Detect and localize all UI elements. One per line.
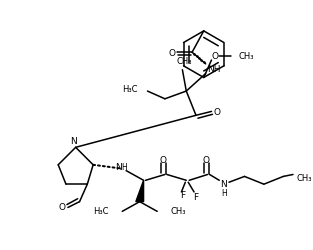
Text: O: O	[214, 108, 221, 117]
Text: CH₃: CH₃	[171, 207, 186, 216]
Text: NH: NH	[207, 65, 220, 74]
Text: O: O	[202, 156, 209, 166]
Text: O: O	[59, 203, 66, 212]
Text: N: N	[220, 180, 227, 189]
Text: CH₃: CH₃	[239, 52, 254, 60]
Text: O: O	[160, 156, 167, 166]
Text: F: F	[193, 193, 198, 202]
Text: H: H	[121, 163, 127, 172]
Text: F: F	[180, 191, 185, 200]
Text: CH₃: CH₃	[177, 58, 192, 66]
Text: N: N	[115, 163, 122, 172]
Text: N: N	[70, 137, 77, 146]
Text: CH₃: CH₃	[297, 174, 312, 183]
Polygon shape	[136, 180, 144, 202]
Text: H₃C: H₃C	[122, 84, 138, 94]
Text: H₃C: H₃C	[93, 207, 109, 216]
Text: O: O	[212, 52, 219, 60]
Text: H: H	[221, 190, 227, 198]
Text: O: O	[168, 49, 175, 58]
